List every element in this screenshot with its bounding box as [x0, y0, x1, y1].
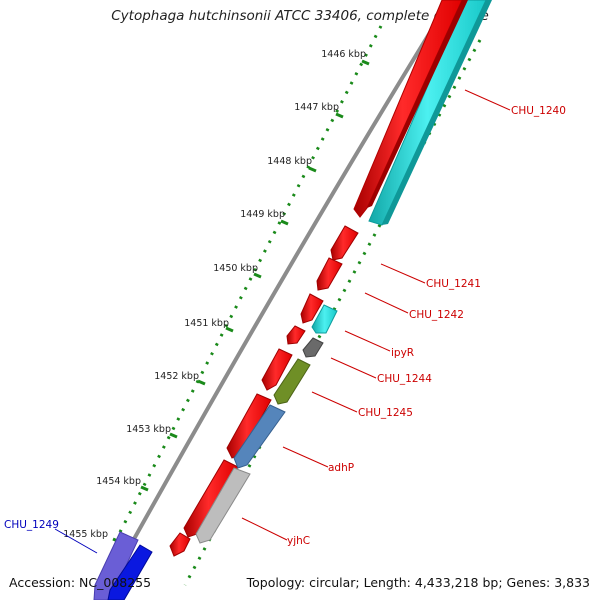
ruler-label: 1452 kbp — [154, 371, 199, 382]
gene-label-chu1245: CHU_1245 — [358, 407, 413, 419]
ruler-label: 1450 kbp — [213, 263, 258, 274]
gene-label-yjhC: yjhC — [287, 535, 310, 547]
topology-info: Topology: circular; Length: 4,433,218 bp… — [246, 575, 590, 590]
genome-title: Cytophaga hutchinsonii ATCC 33406, compl… — [111, 8, 489, 24]
ruler-tick — [140, 485, 149, 492]
gene-label-chu1244: CHU_1244 — [377, 373, 432, 385]
gene-ipyR[interactable] — [302, 337, 324, 358]
red-cds-track — [169, 225, 359, 557]
genome-backbone — [98, 0, 452, 600]
gene-chu1240-reverse-3d — [382, 0, 492, 225]
ruler-label: 1451 kbp — [184, 318, 229, 329]
gene-red-1[interactable] — [300, 293, 324, 324]
ruler-tick — [280, 219, 289, 226]
gene-label-chu1240: CHU_1240 — [511, 105, 566, 117]
ruler-label: 1449 kbp — [240, 209, 285, 220]
gene-adhP[interactable] — [233, 404, 286, 469]
gene-label-chu1249: CHU_1249 — [4, 519, 59, 531]
ruler-tick — [308, 166, 317, 173]
ruler-label: 1454 kbp — [96, 476, 141, 487]
label-leader-chu1249 — [54, 528, 98, 554]
gene-red-6[interactable] — [169, 532, 191, 557]
gene-red-3[interactable] — [261, 348, 293, 391]
ruler-label: 1446 kbp — [321, 49, 366, 60]
gene-chu1242[interactable] — [316, 257, 343, 291]
ruler-ticks — [112, 59, 370, 544]
gene-chu1240-3d — [367, 0, 468, 208]
ruler-labels: 1446 kbp 1447 kbp 1448 kbp 1449 kbp 1450… — [63, 49, 366, 540]
ruler-tick — [361, 59, 370, 66]
ruler-tick — [169, 432, 178, 439]
gene-red-2[interactable] — [286, 325, 306, 345]
gene-chu1249[interactable] — [93, 531, 139, 600]
gene-yjhC[interactable] — [195, 467, 251, 544]
gene-chu1240[interactable] — [353, 0, 463, 218]
ruler-tick — [225, 326, 234, 333]
ruler-label: 1447 kbp — [294, 102, 339, 113]
ruler-label: 1453 kbp — [126, 424, 171, 435]
ruler-tick — [253, 272, 262, 279]
gene-chu1245[interactable] — [273, 358, 311, 405]
gene-labels: CHU_1240 CHU_1241 CHU_1242 ipyR CHU_1244… — [4, 105, 566, 547]
ruler-tick — [197, 379, 206, 386]
gene-label-adhP: adhP — [328, 462, 354, 474]
gene-cyan-small[interactable] — [311, 304, 338, 334]
ruler-label: 1448 kbp — [267, 156, 312, 167]
accession-value: NC_008255 — [79, 575, 152, 590]
gene-chu1241[interactable] — [330, 225, 359, 261]
gene-label-ipyR: ipyR — [391, 347, 414, 359]
ruler-tick — [335, 112, 344, 119]
gene-blue-cds[interactable] — [107, 544, 153, 600]
gene-red-5[interactable] — [183, 459, 239, 538]
gene-label-chu1241: CHU_1241 — [426, 278, 481, 290]
accession-info: Accession: NC_008255 — [9, 575, 151, 590]
gene-label-chu1242: CHU_1242 — [409, 309, 464, 321]
accession-label: Accession: — [9, 575, 76, 590]
ruler-label: 1455 kbp — [63, 529, 108, 540]
ruler-line-outer — [116, 25, 383, 537]
label-leaders — [241, 89, 511, 541]
